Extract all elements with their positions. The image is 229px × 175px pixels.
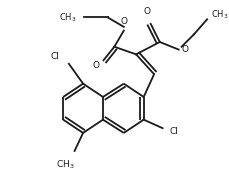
Text: CH$_3$: CH$_3$: [59, 11, 76, 24]
Text: O: O: [181, 45, 188, 54]
Text: Cl: Cl: [50, 52, 59, 61]
Text: O: O: [120, 17, 127, 26]
Text: CH$_3$: CH$_3$: [56, 159, 74, 171]
Text: O: O: [93, 61, 99, 70]
Text: CH$_3$: CH$_3$: [210, 8, 227, 21]
Text: Cl: Cl: [169, 127, 177, 135]
Text: O: O: [142, 8, 149, 16]
